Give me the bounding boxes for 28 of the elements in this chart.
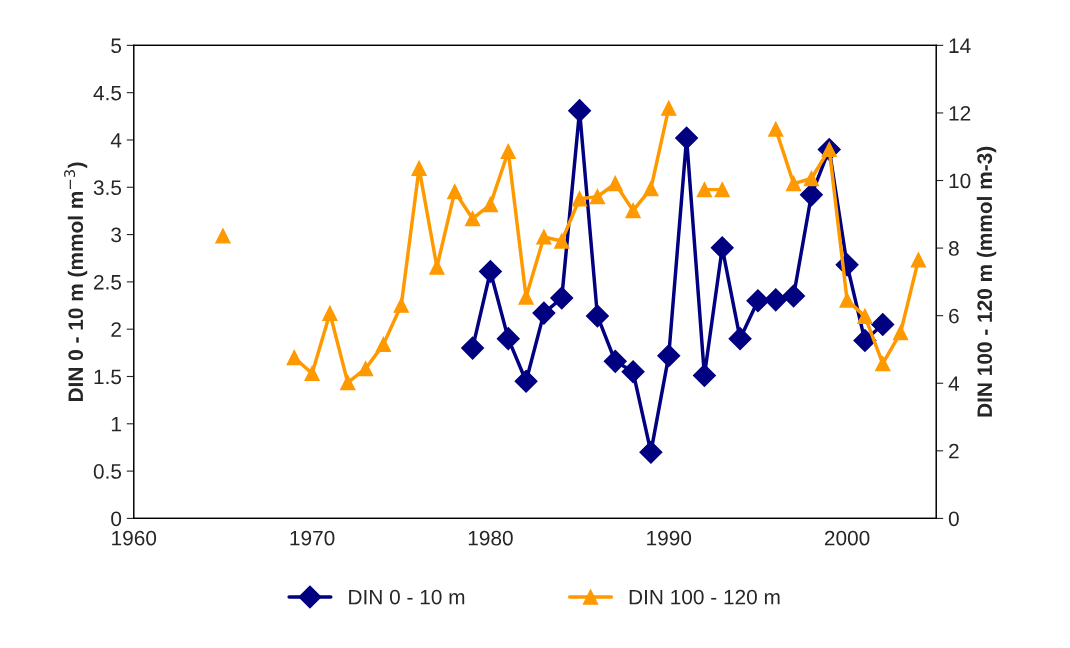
x-tick-label: 1980 (468, 530, 513, 546)
y2-tick-label: 0 (948, 511, 959, 527)
y2-axis-title: DIN 100 - 120 m (mmol m-3) (976, 146, 997, 417)
x-tick-label: 1960 (112, 530, 157, 546)
y-tick-label: 4.5 (93, 85, 122, 101)
y-tick-label: 4 (110, 133, 122, 148)
y-tick-label: 0 (111, 511, 122, 527)
x-tick-label: 1990 (647, 530, 692, 546)
y-tick-label: 2.5 (94, 274, 122, 290)
y2-tick-label: 4 (948, 376, 960, 391)
y2-tick-label: 12 (949, 105, 971, 121)
y2-tick-label: 2 (949, 443, 959, 459)
y2-tick-label: 8 (948, 241, 959, 256)
x-tick-label: 1970 (290, 530, 335, 546)
y-tick-label: 5 (111, 38, 122, 54)
y-tick-label: 1.5 (94, 369, 122, 385)
y-tick-label: 2 (111, 322, 121, 337)
y2-tick-label: 10 (949, 173, 971, 189)
y2-tick-label: 6 (949, 308, 959, 324)
x-tick-label: 2000 (824, 530, 870, 546)
y-tick-label: 0.5 (93, 464, 122, 479)
y-axis-title: DIN 0 - 10 m (mmol m$^{−3}$) (64, 162, 88, 402)
y-tick-label: 3 (111, 227, 122, 243)
y-tick-label: 3.5 (93, 180, 122, 196)
legend-label: DIN 100 - 120 m (629, 589, 780, 605)
y2-tick-label: 14 (949, 38, 971, 53)
y-tick-label: 1 (111, 417, 121, 432)
legend-label: DIN 0 - 10 m (349, 589, 465, 605)
